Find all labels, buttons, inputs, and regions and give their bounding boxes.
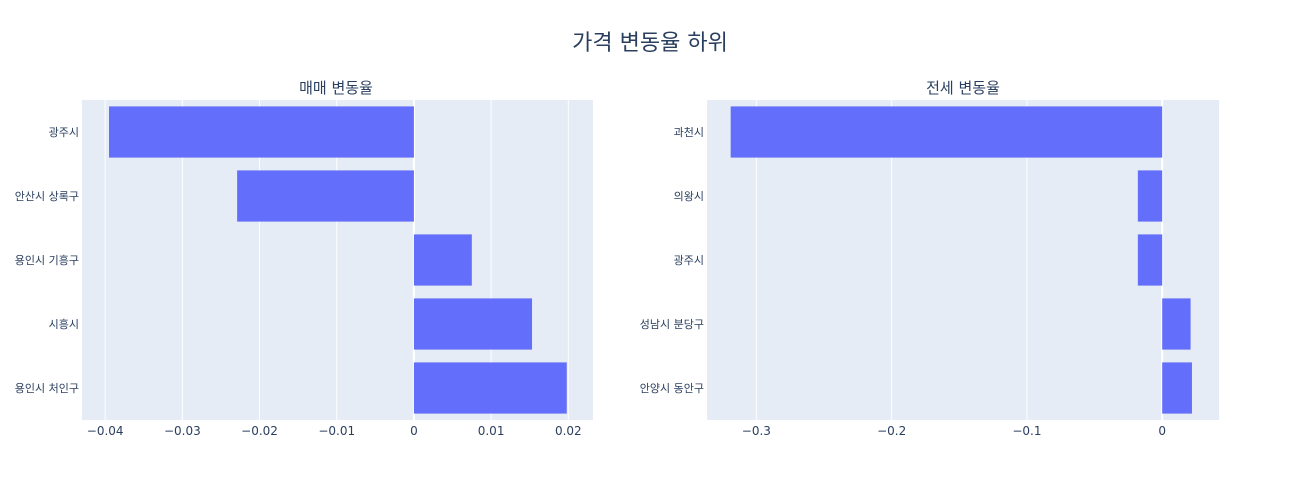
- subplot-title-sale: 매매 변동율: [299, 79, 373, 97]
- x-tick-label-sale-6: 0.02: [555, 424, 582, 438]
- bar-sale-3: [413, 298, 533, 350]
- bar-jeonse-0: [730, 106, 1163, 158]
- x-tick-label-sale-2: −0.02: [241, 424, 278, 438]
- category-label-sale-3: 시흥시: [49, 317, 79, 331]
- bar-jeonse-4: [1162, 362, 1192, 414]
- x-tick-label-sale-3: −0.01: [318, 424, 355, 438]
- x-tick-label-sale-4: 0: [410, 424, 418, 438]
- bar-jeonse-1: [1137, 170, 1163, 222]
- bar-sale-0: [109, 106, 414, 158]
- bar-sale-1: [237, 170, 414, 222]
- x-tick-label-jeonse-1: −0.2: [877, 424, 906, 438]
- category-label-jeonse-4: 안양시 동안구: [640, 382, 704, 395]
- bar-sale-4: [413, 362, 567, 414]
- x-tick-label-sale-1: −0.03: [164, 424, 201, 438]
- bar-jeonse-2: [1137, 234, 1163, 286]
- x-tick-label-jeonse-2: −0.1: [1012, 424, 1041, 438]
- category-label-sale-4: 용인시 처인구: [15, 382, 79, 395]
- category-label-jeonse-0: 과천시: [674, 125, 704, 139]
- subplot-title-jeonse: 전세 변동율: [926, 79, 1000, 97]
- category-label-jeonse-3: 성남시 분당구: [640, 318, 704, 331]
- x-tick-label-jeonse-0: −0.3: [742, 424, 771, 438]
- x-tick-label-sale-5: 0.01: [478, 424, 505, 438]
- category-label-sale-0: 광주시: [49, 126, 79, 139]
- bar-jeonse-3: [1162, 298, 1191, 350]
- category-label-sale-1: 안산시 상록구: [15, 190, 79, 203]
- category-label-jeonse-2: 광주시: [674, 254, 704, 267]
- x-tick-label-jeonse-3: 0: [1158, 424, 1166, 438]
- category-label-jeonse-1: 의왕시: [674, 190, 704, 203]
- bar-sale-2: [413, 234, 472, 286]
- category-label-sale-2: 용인시 기흥구: [15, 253, 79, 267]
- x-tick-label-sale-0: −0.04: [87, 424, 124, 438]
- chart-title: 가격 변동율 하위: [572, 31, 728, 56]
